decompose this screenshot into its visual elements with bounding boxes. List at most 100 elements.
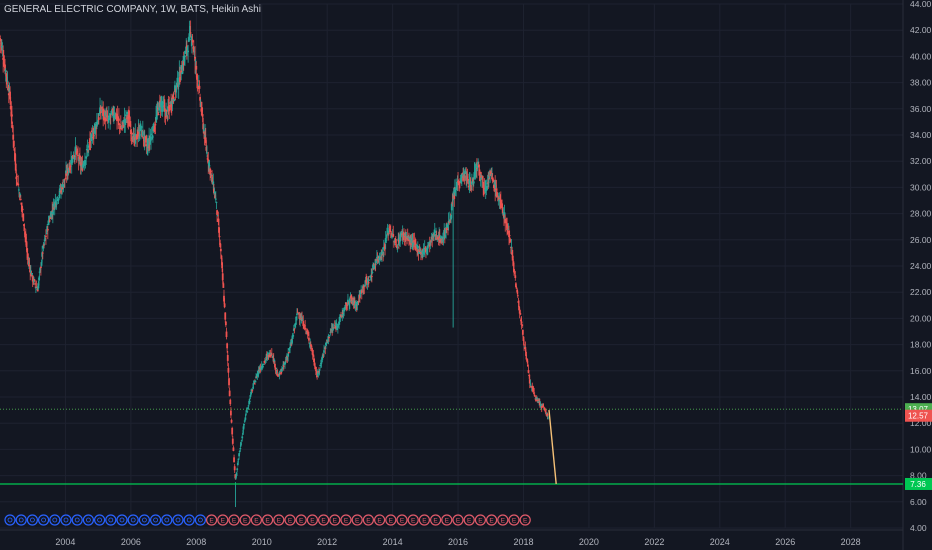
candle-body [379,257,381,260]
candle-body [520,321,523,324]
candle-body [287,352,290,354]
candle-body [516,289,519,293]
candle-body [77,154,79,157]
candle-body [312,354,315,357]
candle-body [301,318,304,321]
candle-body [102,110,105,112]
candle-body [137,129,140,132]
candle-body [145,137,147,140]
candle-body [421,251,424,254]
candle-body [493,184,495,188]
candle-body [492,179,495,183]
candle-body [521,330,524,335]
dividend-marker-inner [7,517,13,523]
candle-body [98,113,101,115]
candle-body [248,400,251,405]
x-tick-label: 2006 [121,537,141,547]
candle-body [24,232,27,235]
candle-body [119,127,122,130]
dividend-marker [71,514,83,526]
candle-body [353,301,356,304]
candle-body [309,344,312,347]
candle-body [215,201,218,203]
candle-body [144,136,147,138]
candle-body [162,102,164,104]
candle-body [4,64,6,72]
y-tick-label: 22.00 [910,287,932,297]
candle-body [272,355,274,358]
earnings-marker-label: E [243,518,248,525]
candle-body [264,359,267,361]
candle-body [317,372,320,374]
candle-body [398,241,401,243]
candle-body [0,45,3,48]
candle-body [355,307,358,309]
candle-body [467,179,470,181]
candle-body [487,176,490,180]
candle-body [399,237,402,242]
earnings-marker-label: E [400,518,405,525]
candle-body [69,165,72,167]
candle-body [390,232,393,236]
earnings-marker [306,514,318,526]
candle-body [310,345,313,348]
candle-body [0,36,1,38]
candle-body [478,169,481,172]
candle-body [511,252,514,255]
candle-body [81,165,84,171]
candle-body [399,234,402,236]
candle-body [328,335,331,337]
candle-body [224,321,227,326]
candle-body [231,427,234,435]
candle-body [356,301,359,305]
candle-body [235,477,237,479]
candle-body [241,433,244,435]
candle-body [236,462,239,466]
earnings-marker-label: E [389,518,394,525]
candle-body [416,247,419,252]
candle-body [413,242,415,245]
candle-body [140,126,143,128]
candle-body [335,325,337,329]
candle-body [297,313,300,315]
dividend-marker-inner [18,517,24,523]
candle-body [153,129,156,132]
candle-body [544,411,547,413]
candle-body [119,126,122,128]
candle-body [101,109,103,111]
candle-body [532,389,535,392]
candle-body [10,111,13,117]
candle-body [46,228,49,231]
candle-body [275,371,278,373]
candle-body [459,182,461,184]
candle-body [315,371,318,374]
candle-body [220,255,223,260]
candle-body [22,213,25,221]
candle-body [145,144,148,147]
candle-body [186,47,189,50]
candle-body [328,337,330,339]
candle-body [288,348,291,351]
earnings-marker-label: E [299,518,304,525]
y-tick-label: 10.00 [910,444,932,454]
candle-body [121,122,124,124]
candle-body [486,186,488,188]
candle-body [191,39,194,43]
candle-body [221,262,224,269]
candle-body [129,124,132,127]
candle-body [8,87,11,93]
candle-body [83,163,86,166]
candle-body [476,166,479,168]
candle-body [268,352,271,355]
candle-body [111,112,113,115]
candle-body [412,240,415,244]
candle-body [163,105,166,107]
candle-body [243,420,246,422]
candle-body [299,318,302,321]
candle-body [82,164,84,168]
dividend-marker-inner [86,517,91,523]
candle-body [17,183,20,186]
candle-body [236,468,239,470]
candle-body [198,85,201,89]
